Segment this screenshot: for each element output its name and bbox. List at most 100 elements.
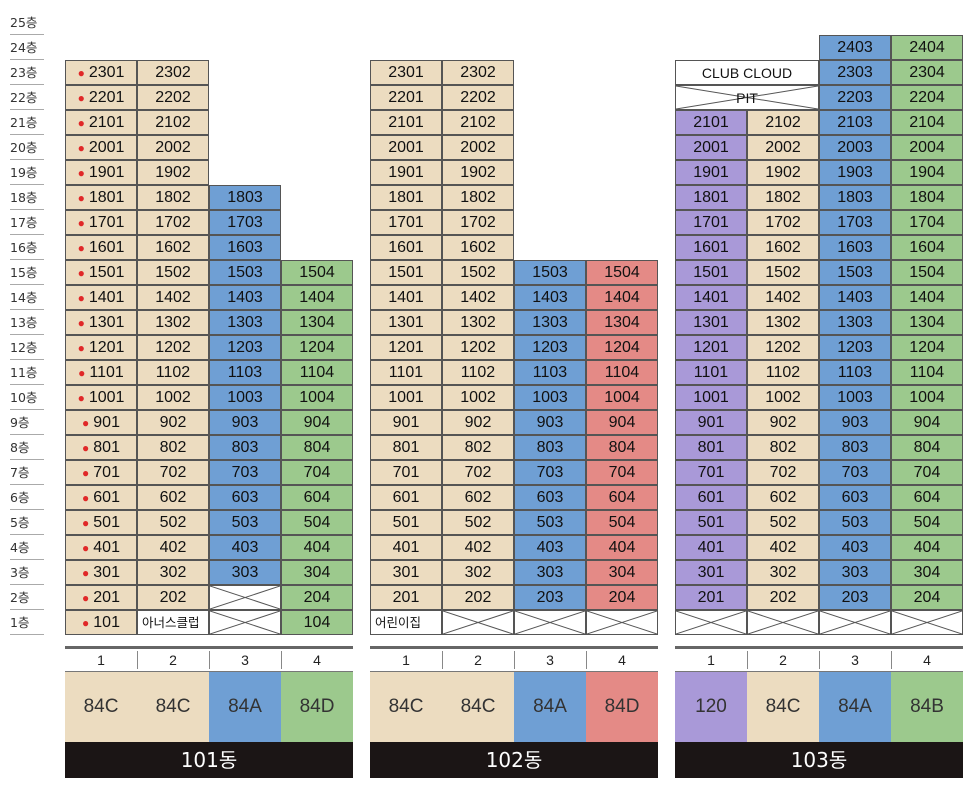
unit-cell: 2001 xyxy=(370,135,442,160)
unit-cell: 1304 xyxy=(281,310,353,335)
unit-cell: 501 xyxy=(675,510,747,535)
unit-cell: 2201 xyxy=(370,85,442,110)
unit-cell: 1702 xyxy=(442,210,514,235)
unit-cell: 803 xyxy=(209,435,281,460)
floor-label: 10층 xyxy=(10,385,44,410)
unit-cell: 1102 xyxy=(442,360,514,385)
unit-cell: 1702 xyxy=(747,210,819,235)
unit-cell: 2102 xyxy=(442,110,514,135)
unit-cell: 503 xyxy=(819,510,891,535)
unit-cell: 1404 xyxy=(281,285,353,310)
building-name: 103동 xyxy=(675,742,963,778)
unit-cell: 903 xyxy=(819,410,891,435)
unit-cell: 703 xyxy=(209,460,281,485)
unit-cell: 501 xyxy=(370,510,442,535)
unit-type: 84C xyxy=(370,672,442,742)
floor-label: 15층 xyxy=(10,260,44,285)
unit-cell: 1002 xyxy=(747,385,819,410)
unit-cell: 703 xyxy=(819,460,891,485)
unit-cell: 1204 xyxy=(281,335,353,360)
unit-marker-dot-icon: ● xyxy=(77,266,85,280)
unit-cell: 1302 xyxy=(442,310,514,335)
unit-cell: 401 xyxy=(675,535,747,560)
floor-label: 9층 xyxy=(10,410,44,435)
unit-cell: 904 xyxy=(281,410,353,435)
unit-cell: 602 xyxy=(747,485,819,510)
unit-cell: 802 xyxy=(137,435,209,460)
unit-cell: 201 xyxy=(370,585,442,610)
unit-cell: ● 1101 xyxy=(65,360,137,385)
unit-cell: 304 xyxy=(891,560,963,585)
unit-cell: 1701 xyxy=(675,210,747,235)
unit-cell: 401 xyxy=(370,535,442,560)
unit-cell: 1503 xyxy=(514,260,586,285)
unit-cell: ● 1601 xyxy=(65,235,137,260)
building-name: 101동 xyxy=(65,742,353,778)
unit-cell: 1202 xyxy=(747,335,819,360)
unit-cell: 402 xyxy=(137,535,209,560)
unit-cell: 1004 xyxy=(891,385,963,410)
line-number: 4 xyxy=(923,652,931,668)
unit-type: 84B xyxy=(891,672,963,742)
unit-cell: 404 xyxy=(281,535,353,560)
unit-cell: 1201 xyxy=(370,335,442,360)
unit-marker-dot-icon: ● xyxy=(82,516,90,530)
unit-cell: 803 xyxy=(514,435,586,460)
unit-marker-dot-icon: ● xyxy=(82,491,90,505)
unit-cell: 202 xyxy=(747,585,819,610)
unit-cell: 2304 xyxy=(891,60,963,85)
unit-cell: 1703 xyxy=(819,210,891,235)
floor-label: 8층 xyxy=(10,435,44,460)
unit-cell: 1801 xyxy=(370,185,442,210)
unit-cell: 2101 xyxy=(675,110,747,135)
unit-marker-dot-icon: ● xyxy=(77,116,85,130)
unit-cell: 1601 xyxy=(370,235,442,260)
unit-cell: 1202 xyxy=(442,335,514,360)
unit-cell: ● 901 xyxy=(65,410,137,435)
unit-cell: 1602 xyxy=(137,235,209,260)
unit-cell: 2202 xyxy=(442,85,514,110)
unit-cell: 1901 xyxy=(675,160,747,185)
unit-type: 84A xyxy=(819,672,891,742)
unit-cell: 204 xyxy=(281,585,353,610)
unit-cell: 704 xyxy=(891,460,963,485)
unit-cell: 2302 xyxy=(137,60,209,85)
facility-label: 어린이집 xyxy=(370,610,442,635)
line-header-divider xyxy=(514,651,515,669)
unit-cell: 1001 xyxy=(675,385,747,410)
crossed-cell xyxy=(586,610,658,635)
unit-cell: 202 xyxy=(137,585,209,610)
crossed-cell xyxy=(514,610,586,635)
unit-marker-dot-icon: ● xyxy=(82,541,90,555)
unit-cell: 1104 xyxy=(891,360,963,385)
line-header-top-bar xyxy=(65,646,353,649)
floor-label: 3층 xyxy=(10,560,44,585)
unit-cell: 1104 xyxy=(586,360,658,385)
unit-cell: ● 1501 xyxy=(65,260,137,285)
crossed-cell xyxy=(675,610,747,635)
unit-cell: 204 xyxy=(586,585,658,610)
line-number: 2 xyxy=(779,652,787,668)
floor-label: 1층 xyxy=(10,610,44,635)
line-number: 3 xyxy=(851,652,859,668)
floor-label: 21층 xyxy=(10,110,44,135)
line-number: 3 xyxy=(546,652,554,668)
unit-marker-dot-icon: ● xyxy=(82,566,90,580)
line-number: 4 xyxy=(618,652,626,668)
facility-label: 아너스클럽 xyxy=(137,610,209,635)
unit-cell: 1602 xyxy=(442,235,514,260)
unit-cell: 1204 xyxy=(891,335,963,360)
floor-label: 6층 xyxy=(10,485,44,510)
unit-cell: 502 xyxy=(747,510,819,535)
line-header-divider xyxy=(281,651,282,669)
unit-cell: 604 xyxy=(891,485,963,510)
floor-label: 16층 xyxy=(10,235,44,260)
unit-cell: 503 xyxy=(209,510,281,535)
unit-cell: 1304 xyxy=(891,310,963,335)
unit-cell: 2103 xyxy=(819,110,891,135)
unit-cell: 902 xyxy=(137,410,209,435)
unit-type: 84A xyxy=(514,672,586,742)
line-header-bottom-line xyxy=(675,671,963,672)
unit-cell: 1801 xyxy=(675,185,747,210)
unit-cell: 1603 xyxy=(209,235,281,260)
